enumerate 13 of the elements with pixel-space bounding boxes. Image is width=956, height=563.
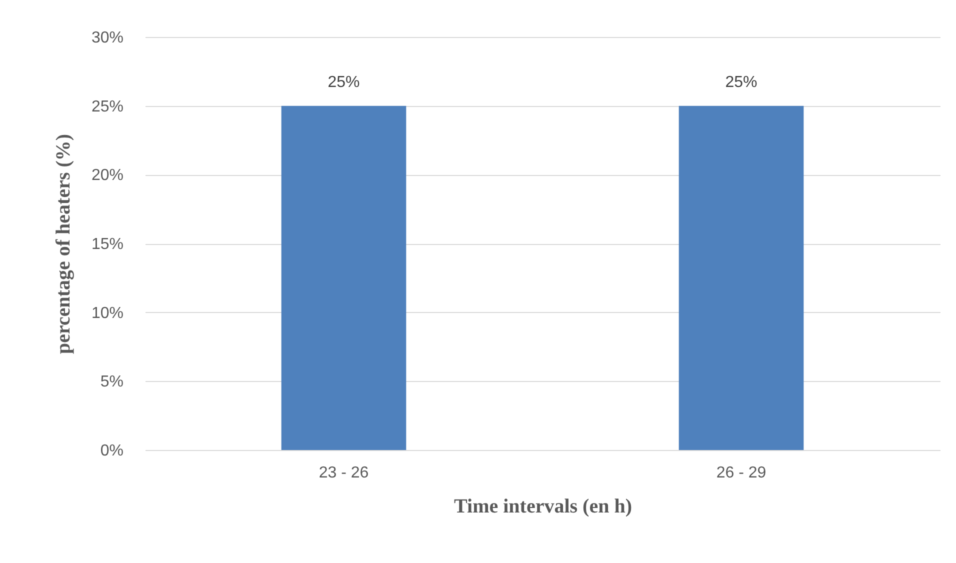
x-axis-title: Time intervals (en h) xyxy=(454,496,632,518)
data-label: 25% xyxy=(328,74,360,91)
data-label: 25% xyxy=(725,74,758,91)
y-tick-label: 10% xyxy=(91,304,124,322)
y-tick-label: 25% xyxy=(91,98,124,116)
y-tick-label: 20% xyxy=(91,167,124,184)
x-tick-label: 26 - 29 xyxy=(716,464,766,482)
y-axis-title: percentage of heaters (%) xyxy=(52,134,74,354)
y-tick-label: 15% xyxy=(91,236,124,253)
x-tick-label: 23 - 26 xyxy=(318,464,369,482)
y-tick-label: 0% xyxy=(100,442,124,460)
y-tick-label: 5% xyxy=(100,374,124,391)
y-tick-label: 30% xyxy=(91,30,124,46)
